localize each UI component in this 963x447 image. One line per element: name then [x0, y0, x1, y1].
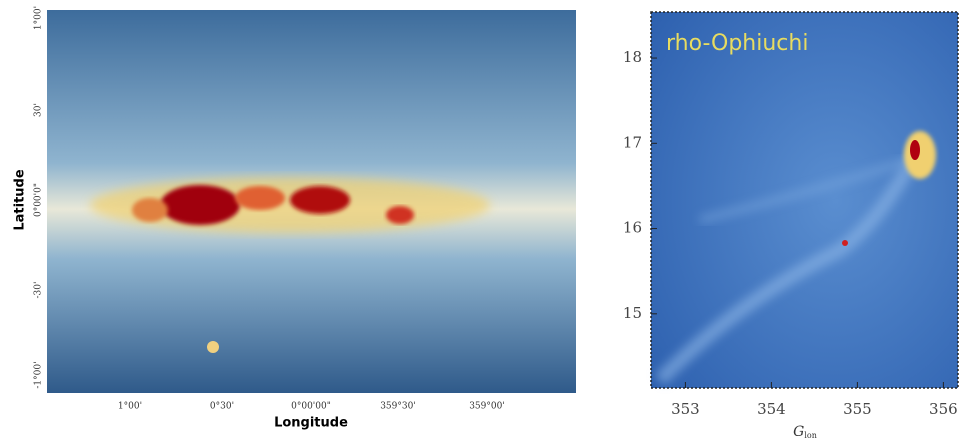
left-image: [47, 10, 576, 393]
x-axis-label: Glon: [793, 424, 817, 440]
y-tick-label: 30': [34, 103, 44, 117]
x-tick-label: 359°30': [380, 402, 416, 412]
y-tick-label: 16: [623, 219, 642, 237]
x-tick-label: 1°00': [118, 402, 142, 412]
annotation: rho-Ophiuchi: [666, 31, 808, 56]
y-tick-label: 18: [623, 48, 642, 66]
x-tick-label: 359°00': [469, 402, 505, 412]
x-tick-label: 0°00'00": [291, 402, 331, 412]
x-tick-label: 0°30': [210, 402, 234, 412]
y-tick-label: -30': [34, 282, 44, 299]
y-tick-label: -1°00': [34, 361, 44, 388]
y-tick-label: 15: [623, 304, 642, 322]
right-image: [650, 11, 959, 389]
x-tick-label: 355: [843, 400, 872, 418]
x-axis-label: Longitude: [274, 416, 348, 431]
y-tick-label: 1°00': [34, 6, 44, 30]
x-tick-label: 356: [929, 400, 958, 418]
x-axis-symbol: G: [793, 424, 804, 440]
x-axis-subscript: lon: [804, 431, 817, 440]
y-tick-label: 0°00'0": [34, 183, 44, 217]
y-tick-label: 17: [623, 133, 642, 151]
x-tick-label: 353: [671, 400, 700, 418]
x-tick-label: 354: [757, 400, 786, 418]
y-axis-label: Latitude: [13, 169, 28, 231]
